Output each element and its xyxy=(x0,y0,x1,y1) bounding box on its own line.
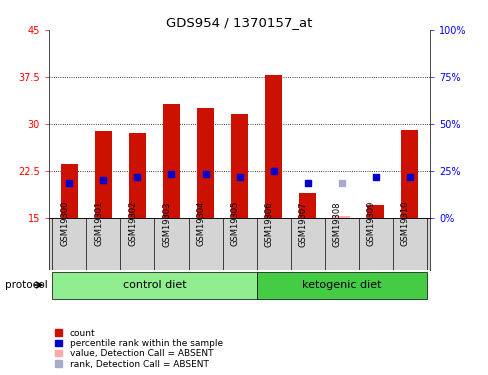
Bar xyxy=(231,114,247,218)
Text: GSM19306: GSM19306 xyxy=(264,201,273,246)
Bar xyxy=(366,205,384,218)
Text: ketogenic diet: ketogenic diet xyxy=(302,280,381,290)
Bar xyxy=(333,216,349,217)
Legend: count, percentile rank within the sample, value, Detection Call = ABSENT, rank, : count, percentile rank within the sample… xyxy=(53,327,224,370)
Bar xyxy=(264,75,282,217)
FancyBboxPatch shape xyxy=(256,272,426,298)
Text: GSM19308: GSM19308 xyxy=(332,201,341,246)
Text: GSM19310: GSM19310 xyxy=(400,201,409,246)
FancyBboxPatch shape xyxy=(52,272,256,298)
Bar xyxy=(401,130,418,218)
Bar xyxy=(61,164,78,218)
Bar xyxy=(299,192,316,217)
Bar xyxy=(163,104,180,218)
Text: GSM19300: GSM19300 xyxy=(60,201,69,246)
Bar xyxy=(129,133,145,218)
Text: GSM19305: GSM19305 xyxy=(230,201,239,246)
Bar xyxy=(197,108,214,218)
Text: GSM19301: GSM19301 xyxy=(94,201,103,246)
Text: control diet: control diet xyxy=(122,280,186,290)
Text: GSM19302: GSM19302 xyxy=(128,201,137,246)
Title: GDS954 / 1370157_at: GDS954 / 1370157_at xyxy=(166,16,312,29)
Bar xyxy=(95,131,112,218)
Text: protocol: protocol xyxy=(5,280,47,290)
Text: GSM19303: GSM19303 xyxy=(162,201,171,246)
Text: GSM19304: GSM19304 xyxy=(196,201,205,246)
Text: GSM19309: GSM19309 xyxy=(366,201,375,246)
Text: GSM19307: GSM19307 xyxy=(298,201,307,246)
